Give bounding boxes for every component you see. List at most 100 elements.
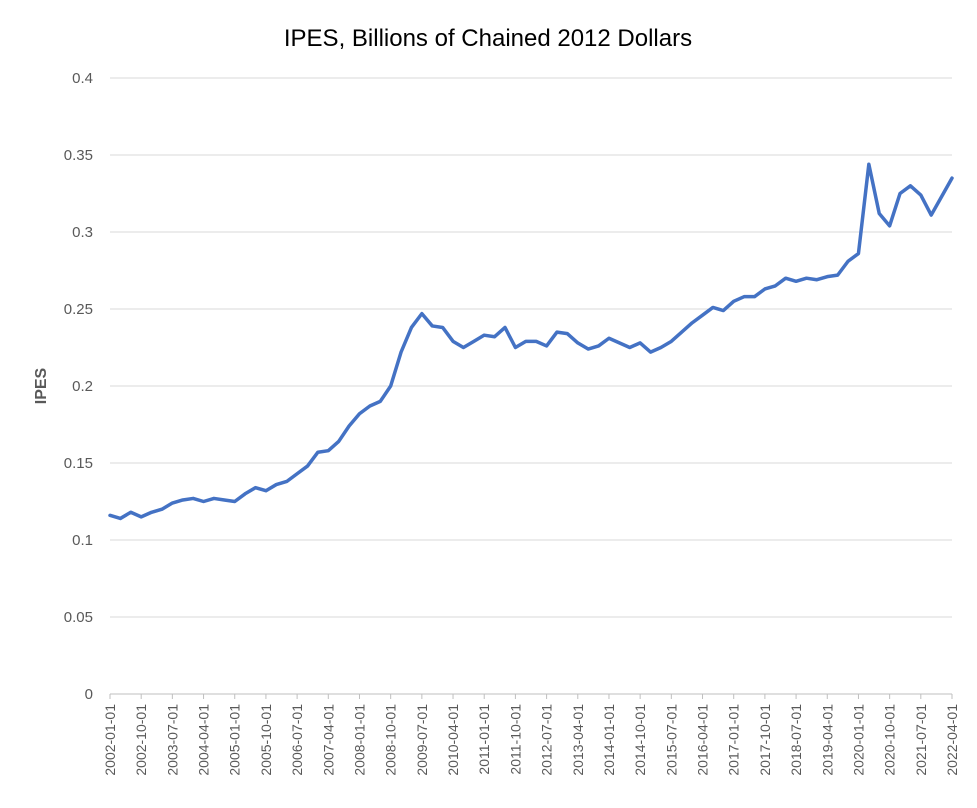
data-point (254, 486, 258, 490)
x-tick-label: 2002-10-01 (133, 704, 149, 776)
y-tick-label: 0.4 (72, 70, 93, 87)
data-point (763, 287, 767, 291)
x-tick-label: 2003-07-01 (164, 704, 180, 776)
gridlines (110, 77, 952, 695)
data-point (118, 516, 122, 520)
data-point (752, 295, 756, 299)
series-group (108, 162, 954, 521)
x-tick-label: 2004-04-01 (196, 704, 212, 776)
x-tick-label: 2021-07-01 (913, 704, 929, 776)
data-point (191, 496, 195, 500)
data-point (451, 339, 455, 343)
data-point (680, 330, 684, 334)
data-point (326, 449, 330, 453)
data-point (638, 341, 642, 345)
data-point (628, 346, 632, 350)
data-point (846, 259, 850, 263)
data-point (877, 212, 881, 216)
data-point (357, 412, 361, 416)
data-point (794, 279, 798, 283)
data-point (222, 498, 226, 502)
data-point (711, 305, 715, 309)
y-tick-label: 0.25 (64, 301, 93, 318)
data-point (441, 325, 445, 329)
data-point (472, 339, 476, 343)
data-point (929, 213, 933, 217)
data-point (649, 350, 653, 354)
data-point (368, 404, 372, 408)
data-point (503, 325, 507, 329)
data-point (576, 341, 580, 345)
x-tick-label: 2005-10-01 (258, 704, 274, 776)
y-tick-label: 0.2 (72, 378, 93, 395)
data-point (804, 276, 808, 280)
data-point (170, 501, 174, 505)
data-point (524, 339, 528, 343)
data-point (773, 284, 777, 288)
data-point (545, 344, 549, 348)
data-point (856, 252, 860, 256)
data-point (285, 479, 289, 483)
data-point (597, 344, 601, 348)
x-tick-label: 2018-07-01 (788, 704, 804, 776)
x-tick-label: 2011-01-01 (476, 704, 492, 775)
x-tick-label: 2022-04-01 (944, 704, 960, 776)
data-point (742, 295, 746, 299)
data-point (139, 515, 143, 519)
chart-title: IPES, Billions of Chained 2012 Dollars (284, 25, 692, 52)
data-point (430, 324, 434, 328)
data-point (274, 483, 278, 487)
data-point (337, 439, 341, 443)
data-point (586, 347, 590, 351)
y-tick-label: 0.15 (64, 455, 93, 472)
data-point (815, 278, 819, 282)
data-point (659, 346, 663, 350)
data-point (565, 332, 569, 336)
x-tick-label: 2013-04-01 (570, 704, 586, 776)
x-tick-label: 2014-10-01 (632, 704, 648, 776)
x-tick-label: 2020-10-01 (882, 704, 898, 776)
data-point (555, 330, 559, 334)
data-point (534, 339, 538, 343)
data-point (378, 399, 382, 403)
data-point (784, 276, 788, 280)
data-point (888, 224, 892, 228)
x-tick-label: 2017-10-01 (757, 704, 773, 776)
data-point (607, 336, 611, 340)
x-tick-label: 2005-01-01 (227, 704, 243, 776)
data-point (898, 192, 902, 196)
data-point (295, 472, 299, 476)
data-point (617, 341, 621, 345)
x-tick-label: 2008-01-01 (351, 704, 367, 776)
data-point (399, 350, 403, 354)
x-axis-ticks: 2002-01-01 2002-10-01 2003-07-01 2004-04-01… (102, 694, 960, 776)
x-tick-label: 2014-01-01 (601, 704, 617, 776)
x-tick-label: 2016-04-01 (695, 704, 711, 776)
y-tick-label: 0.05 (64, 609, 93, 626)
data-point (669, 339, 673, 343)
y-tick-label: 0 (85, 686, 93, 703)
data-point (836, 273, 840, 277)
x-tick-label: 2008-10-01 (383, 704, 399, 776)
data-point (461, 346, 465, 350)
data-point (347, 424, 351, 428)
x-tick-label: 2007-04-01 (320, 704, 336, 776)
x-tick-label: 2020-01-01 (850, 704, 866, 776)
data-point (243, 492, 247, 496)
x-tick-label: 2010-04-01 (445, 704, 461, 776)
data-point (513, 346, 517, 350)
data-point (493, 335, 497, 339)
data-point (867, 162, 871, 166)
x-tick-label: 2006-07-01 (289, 704, 305, 776)
data-point (420, 312, 424, 316)
data-point (129, 510, 133, 514)
data-point (150, 510, 154, 514)
data-point (940, 195, 944, 199)
x-tick-label: 2009-07-01 (414, 704, 430, 776)
series-line-ipes (108, 162, 954, 521)
data-point (950, 176, 954, 180)
data-point (908, 184, 912, 188)
data-point (233, 500, 237, 504)
